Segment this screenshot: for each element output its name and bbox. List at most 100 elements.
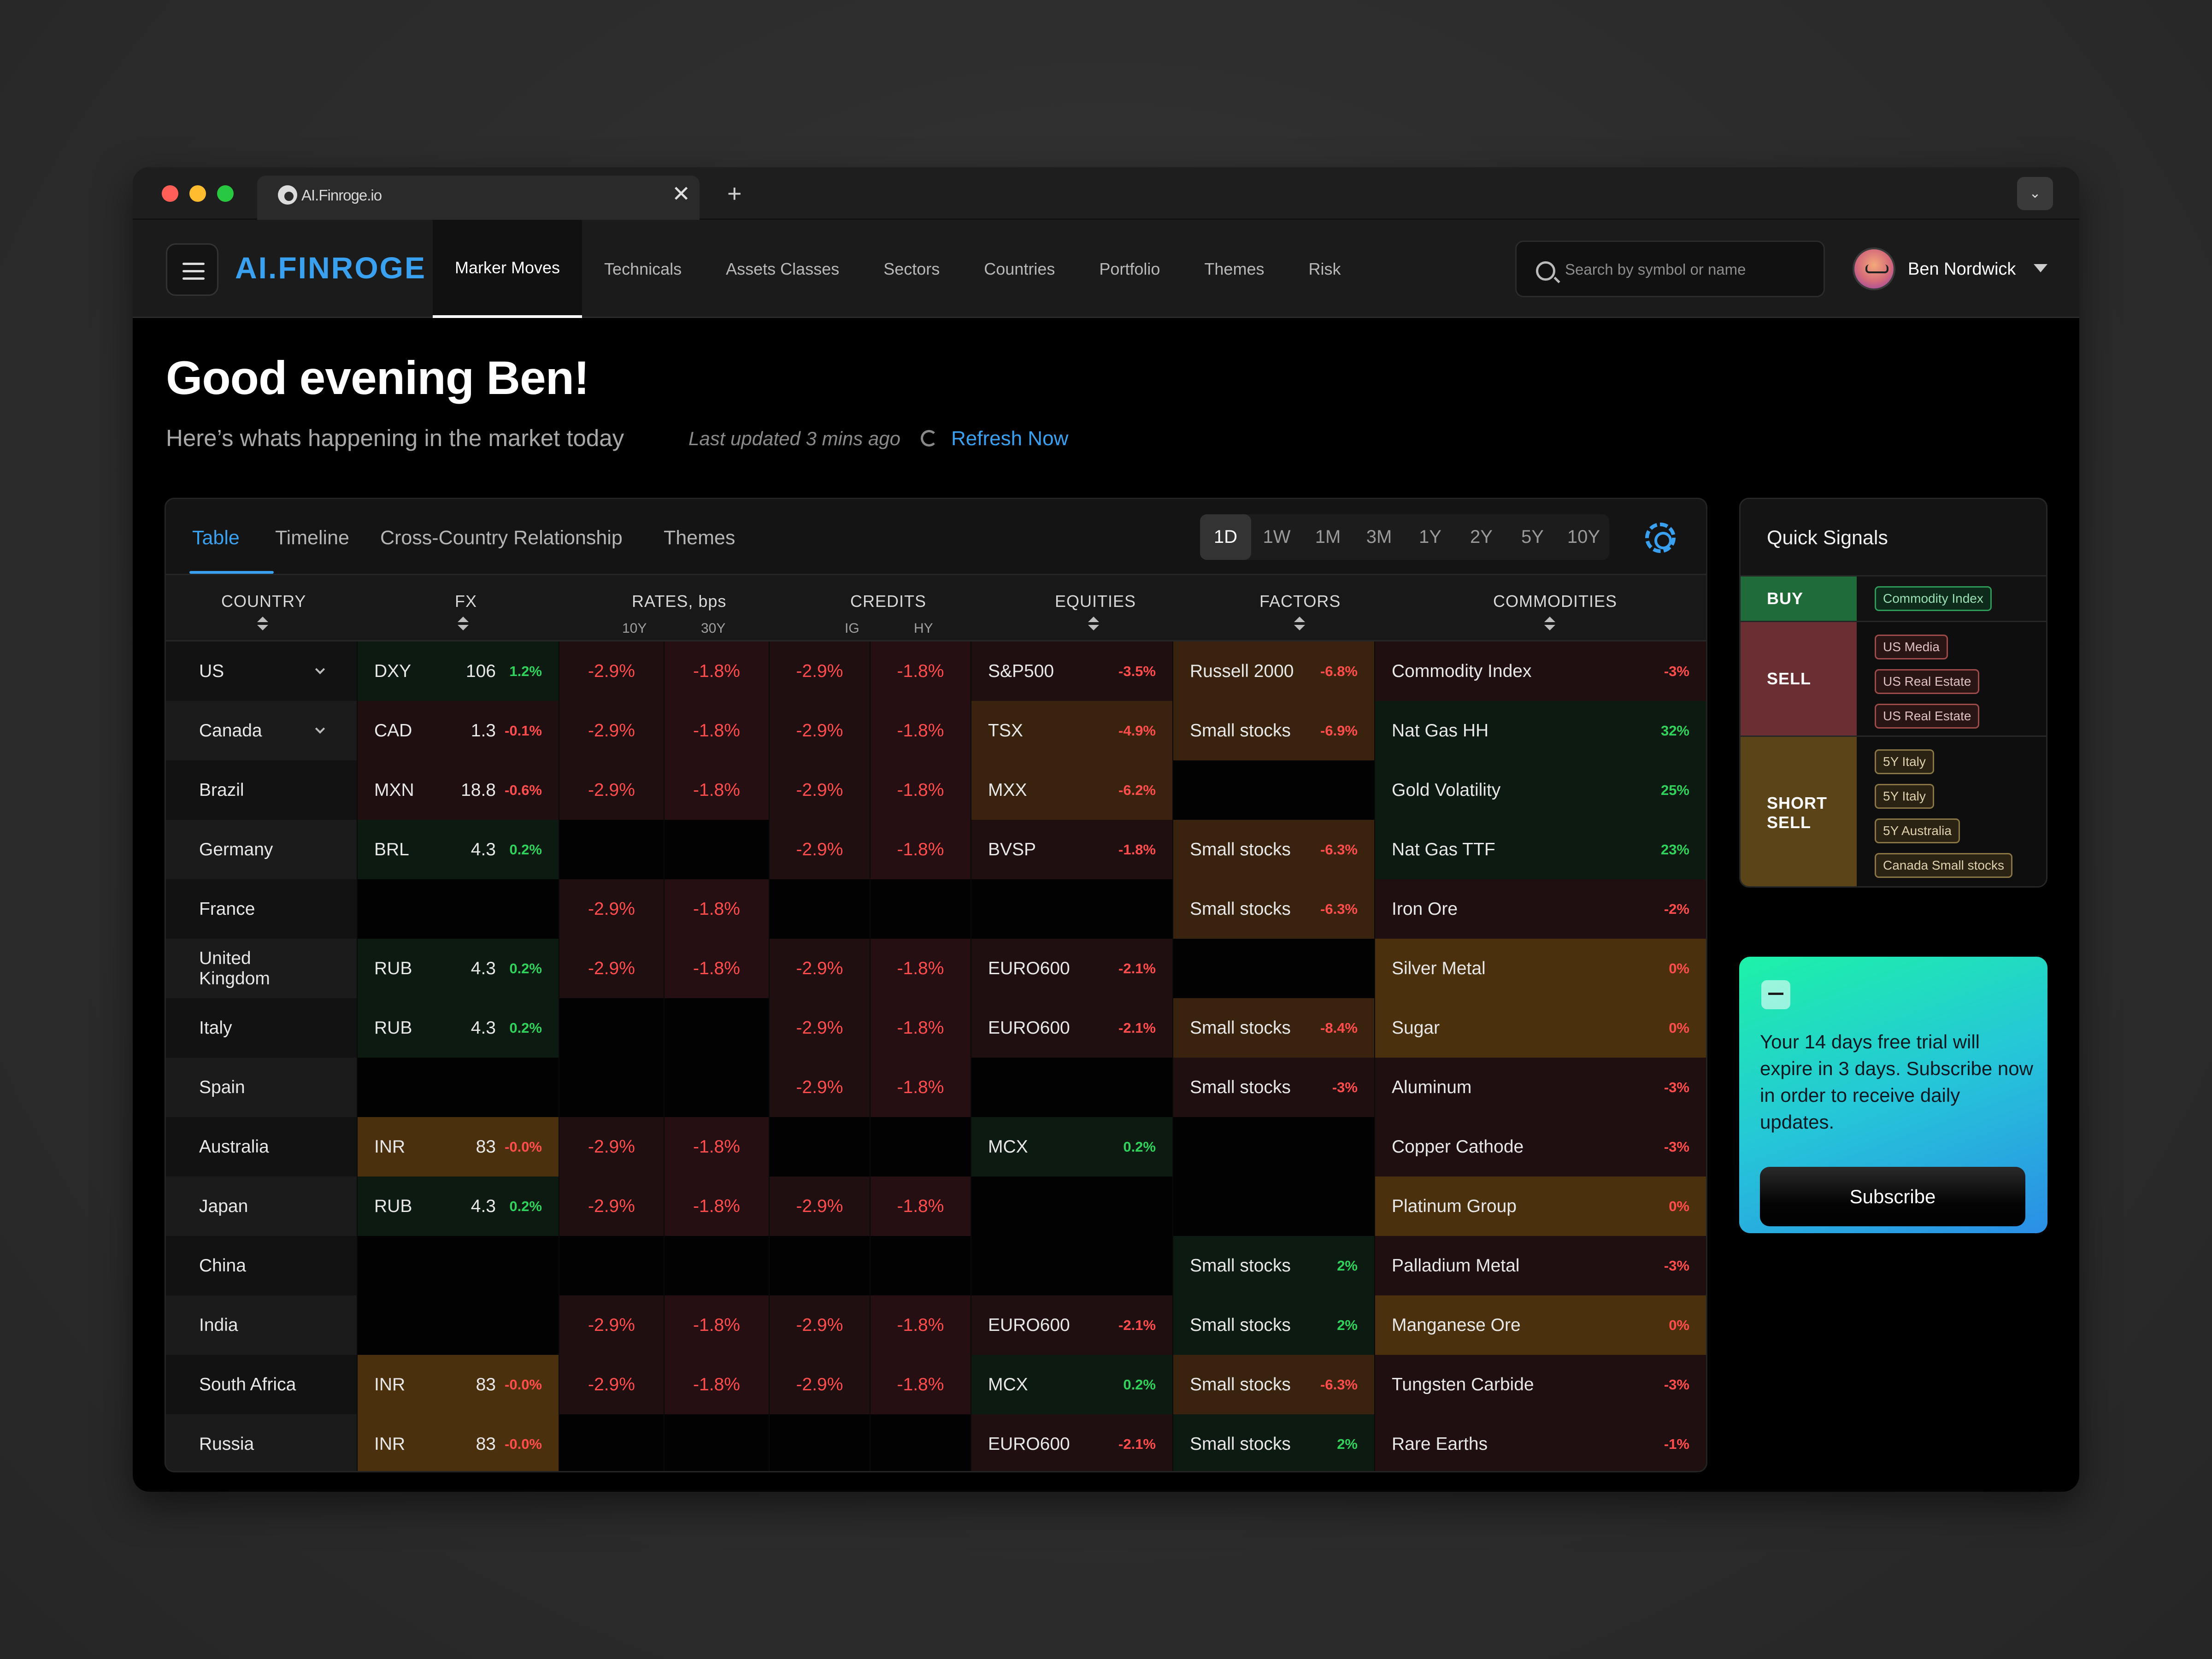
minimize-window-button[interactable] [189,185,206,202]
user-menu-caret-icon[interactable] [2034,264,2047,272]
factors-cell [1172,1117,1374,1177]
chevron-down-icon[interactable] [315,664,325,675]
tab-themes[interactable]: Themes [664,527,735,549]
nav-link-technicals[interactable]: Technicals [604,259,682,278]
country-name: India [199,1315,238,1335]
nav-link-sectors[interactable]: Sectors [883,259,940,278]
market-table-panel: Table Timeline Cross-Country Relationshi… [165,498,1707,1472]
commodities-name: Nat Gas HH [1392,720,1489,741]
hamburger-menu-button[interactable] [166,243,218,296]
factors-name: Small stocks [1190,1374,1291,1394]
signal-chip[interactable]: US Real Estate [1875,704,1980,729]
subscribe-button[interactable]: Subscribe [1760,1167,2025,1226]
nav-link-assets-classes[interactable]: Assets Classes [726,259,840,278]
table-row: United Kingdom RUB 4.3 0.2% -2.9% -1.8% -2.9% -… [166,939,1706,998]
column-header-equities[interactable]: EQUITIES [1055,592,1136,611]
table-row: Russia INR 83 -0.0% EURO600 -2.1% Small stocks… [166,1414,1706,1471]
tab-list-chevron-icon[interactable]: ⌄ [2017,177,2053,210]
tab-close-icon[interactable]: ✕ [672,182,691,206]
maximize-window-button[interactable] [217,185,234,202]
avatar[interactable] [1853,247,1895,290]
period-2y[interactable]: 2Y [1470,527,1493,547]
commodities-cell: Aluminum -3% [1374,1058,1706,1117]
signal-chip[interactable]: US Media [1875,635,1948,659]
commodities-change: -1% [1664,1435,1689,1452]
equities-name: MCX [988,1374,1028,1394]
equities-cell: EURO600 -2.1% [971,1295,1172,1355]
tab-cross-country-relationship[interactable]: Cross-Country Relationship [380,527,623,549]
period-1w[interactable]: 1W [1263,527,1291,547]
credits-cell: -2.9% [769,998,870,1058]
rates-cell [559,998,664,1058]
factors-change: -6.8% [1320,663,1358,679]
commodities-cell: Gold Volatility 25% [1374,760,1706,820]
fx-change: -0.6% [505,782,542,798]
refresh-now-link[interactable]: Refresh Now [951,427,1069,450]
signal-row-buy: BUY Commodity Index [1741,575,2046,621]
signal-chip[interactable]: 5Y Italy [1875,784,1934,809]
close-window-button[interactable] [162,185,178,202]
commodities-cell: Nat Gas TTF 23% [1374,820,1706,879]
commodities-name: Gold Volatility [1392,780,1501,800]
column-header-fx[interactable]: FX [455,592,477,611]
column-header-commodities[interactable]: COMMODITIES [1493,592,1617,611]
table-row: Germany BRL 4.3 0.2% -2.9% -1.8% BVSP -1.8% Smal… [166,820,1706,879]
signal-chip[interactable]: 5Y Italy [1875,749,1934,774]
country-cell: Brazil [166,760,357,820]
factors-cell: Small stocks -6.3% [1172,820,1374,879]
country-cell[interactable]: Canada [166,701,357,760]
period-3m[interactable]: 3M [1366,527,1392,547]
rates-cell: -2.9% [559,1355,664,1414]
rates-value: -1.8% [693,899,740,919]
column-header-rates[interactable]: RATES, bps [632,592,727,611]
new-tab-icon[interactable]: + [727,180,742,207]
user-name[interactable]: Ben Nordwick [1908,259,2016,279]
nav-link-portfolio[interactable]: Portfolio [1099,259,1160,278]
period-1d[interactable]: 1D [1200,514,1251,560]
column-header-factors[interactable]: FACTORS [1259,592,1341,611]
table-row: Spain -2.9% -1.8% Small stocks -3% Aluminum -3… [166,1058,1706,1117]
signal-chip[interactable]: US Real Estate [1875,669,1980,694]
credits-cell: -1.8% [870,998,971,1058]
rates-cell: -1.8% [664,1177,769,1236]
factors-name: Small stocks [1190,1018,1291,1038]
app-logo[interactable]: AI.FINROGE [235,251,427,285]
factors-change: -8.4% [1320,1019,1358,1036]
country-name: Russia [199,1434,254,1454]
panel-tabs: Table Timeline Cross-Country Relationshi… [166,499,1706,575]
period-5y[interactable]: 5Y [1521,527,1544,547]
nav-link-risk[interactable]: Risk [1308,259,1341,278]
gear-icon[interactable] [1645,523,1676,553]
nav-link-themes[interactable]: Themes [1204,259,1265,278]
tab-timeline[interactable]: Timeline [275,527,349,549]
signal-chip[interactable]: 5Y Australia [1875,818,1960,843]
search-input[interactable] [1565,259,1814,281]
period-1m[interactable]: 1M [1315,527,1341,547]
equities-change: 0.2% [1123,1138,1156,1155]
chevron-down-icon[interactable] [315,724,325,734]
country-name: France [199,899,255,919]
nav-link-marker-moves[interactable]: Marker Moves [433,220,582,318]
rates-cell [664,998,769,1058]
search-box[interactable] [1515,241,1825,297]
signal-chip[interactable]: Canada Small stocks [1875,853,2013,878]
period-1y[interactable]: 1Y [1419,527,1441,547]
refresh-icon[interactable] [921,430,937,447]
factors-cell [1172,1177,1374,1236]
nav-link-countries[interactable]: Countries [984,259,1055,278]
equities-cell: MCX 0.2% [971,1355,1172,1414]
rates-value: -1.8% [693,958,740,978]
rates-cell: -1.8% [664,641,769,701]
credits-value: -1.8% [897,839,944,859]
credits-cell: -1.8% [870,760,971,820]
equities-change: -4.9% [1118,722,1156,739]
chrome-favicon-icon [278,185,297,205]
signal-chip[interactable]: Commodity Index [1875,586,1992,611]
tab-table[interactable]: Table [192,527,240,549]
rates-cell [664,1414,769,1471]
browser-tab[interactable] [257,176,700,220]
column-header-country[interactable]: COUNTRY [221,592,306,611]
column-header-credits[interactable]: CREDITS [850,592,927,611]
period-10y[interactable]: 10Y [1567,527,1600,547]
country-cell[interactable]: US [166,641,357,701]
